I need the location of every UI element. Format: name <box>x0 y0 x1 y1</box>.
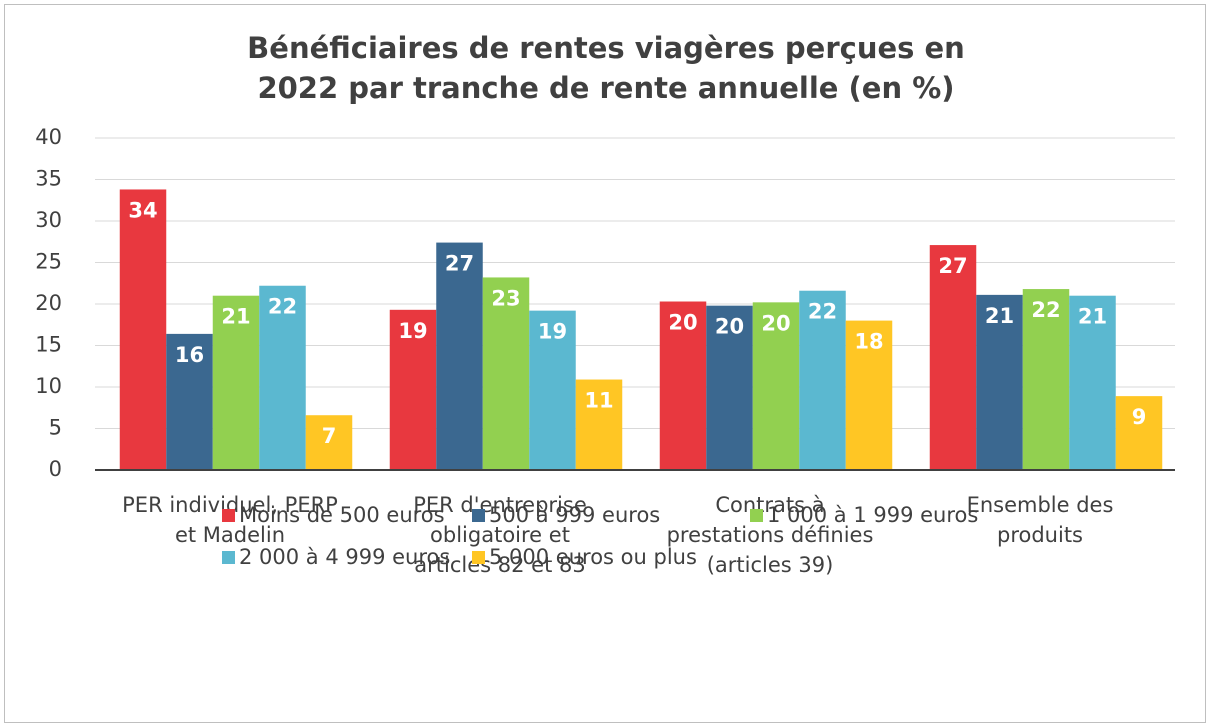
bar <box>389 309 437 470</box>
legend-item: 2 000 à 4 999 euros <box>222 542 450 572</box>
y-tick-label: 30 <box>35 208 62 232</box>
legend-item: Moins de 500 euros <box>222 500 445 530</box>
legend-swatch <box>750 508 763 522</box>
bar <box>529 310 576 470</box>
value-label: 21 <box>985 304 1014 328</box>
value-label: 21 <box>1078 305 1107 329</box>
bar <box>929 245 977 470</box>
value-label: 22 <box>1031 298 1060 322</box>
value-label: 20 <box>668 311 697 335</box>
value-label: 27 <box>938 254 967 278</box>
bar <box>799 290 846 470</box>
bar <box>976 294 1023 470</box>
legend-label: 2 000 à 4 999 euros <box>239 545 451 569</box>
bar <box>1022 289 1070 470</box>
legend-item: 5 000 euros ou plus <box>472 542 697 572</box>
bar <box>1115 396 1163 470</box>
value-label: 18 <box>854 330 883 354</box>
legend-label: 5 000 euros ou plus <box>489 545 697 569</box>
bar <box>575 379 623 470</box>
bar <box>706 305 753 470</box>
value-label: 19 <box>398 319 427 343</box>
bar <box>212 295 260 470</box>
y-tick-label: 20 <box>35 291 62 315</box>
legend-label: Moins de 500 euros <box>239 503 445 527</box>
value-label: 22 <box>268 295 297 319</box>
value-label: 11 <box>584 389 613 413</box>
y-tick-label: 10 <box>35 374 62 398</box>
value-label: 20 <box>715 315 744 339</box>
value-label: 27 <box>445 252 474 276</box>
legend-swatch <box>472 508 485 522</box>
bar <box>166 333 213 470</box>
value-label: 19 <box>538 320 567 344</box>
y-tick-label: 35 <box>35 167 62 191</box>
bar <box>119 189 167 470</box>
bar <box>482 277 530 470</box>
bar <box>436 242 483 470</box>
value-label: 21 <box>221 305 250 329</box>
x-tick-label: Contrats à prestations définies (article… <box>666 493 874 577</box>
value-label: 20 <box>761 311 790 335</box>
legend-swatch <box>472 550 485 564</box>
y-tick-label: 15 <box>35 333 62 357</box>
y-tick-label: 0 <box>49 457 62 481</box>
legend-swatch <box>222 550 235 564</box>
legend-item: 1 000 à 1 999 euros <box>750 500 978 530</box>
bar <box>659 301 707 470</box>
x-tick-label: Ensemble des produits <box>966 493 1114 547</box>
legend-label: 500 à 999 euros <box>489 503 661 527</box>
y-tick-label: 40 <box>35 125 62 149</box>
y-tick-label: 5 <box>49 416 62 440</box>
value-label: 16 <box>175 343 204 367</box>
legend-item: 500 à 999 euros <box>472 500 660 530</box>
bar <box>259 285 306 470</box>
bar <box>845 320 893 470</box>
value-label: 23 <box>491 286 520 310</box>
legend-label: 1 000 à 1 999 euros <box>767 503 979 527</box>
bar <box>752 302 800 470</box>
value-label: 9 <box>1132 405 1147 429</box>
bar <box>305 415 353 470</box>
bar <box>1069 295 1116 470</box>
x-tick-label: PER d'entreprise obligatoire et articles… <box>413 493 587 577</box>
value-label: 22 <box>808 300 837 324</box>
chart-frame <box>4 4 1206 723</box>
y-tick-label: 25 <box>35 250 62 274</box>
legend-swatch <box>222 508 235 522</box>
value-label: 7 <box>322 424 337 448</box>
value-label: 34 <box>128 198 157 222</box>
chart-title: Bénéficiaires de rentes viagères perçues… <box>247 31 965 105</box>
